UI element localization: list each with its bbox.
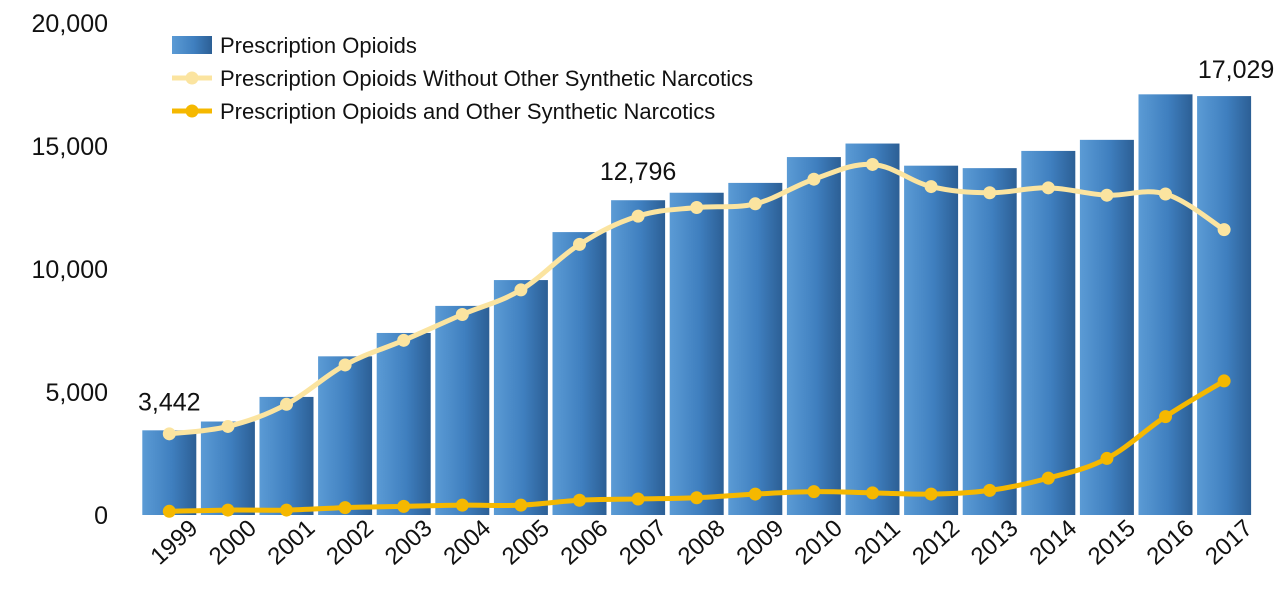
- line-point-2015: [1100, 451, 1114, 465]
- line-point-2001: [280, 503, 293, 517]
- x-tick-label: 2007: [614, 515, 672, 571]
- bar-2009: [728, 182, 783, 515]
- line-point-2015: [1100, 188, 1114, 202]
- line-point-2006: [573, 493, 586, 507]
- line-point-2010: [807, 485, 821, 499]
- bar-2010: [786, 157, 841, 515]
- line-point-1999: [162, 504, 176, 518]
- line-point-2017: [1217, 223, 1231, 237]
- data-label-2007: 12,796: [600, 158, 676, 186]
- bar-2012: [904, 165, 959, 515]
- bar-2006: [552, 232, 607, 515]
- x-tick-label: 2013: [966, 515, 1024, 571]
- x-tick-label: 2006: [556, 515, 614, 571]
- bar-2001: [259, 396, 314, 515]
- legend-swatch-marker: [185, 71, 199, 85]
- bar-2008: [669, 192, 724, 516]
- line-point-2005: [514, 283, 528, 297]
- line-point-2013: [983, 186, 997, 200]
- bar-2005: [493, 280, 548, 515]
- line-point-2006: [573, 237, 586, 251]
- x-tick-label: 2003: [380, 515, 438, 571]
- x-tick-label: 2005: [497, 515, 555, 571]
- bar-2016: [1138, 94, 1193, 515]
- x-tick-label: 2004: [438, 515, 496, 571]
- x-tick-label: 2011: [849, 515, 905, 570]
- data-label-2017: 17,029: [1198, 56, 1274, 84]
- line-point-2002: [338, 501, 352, 515]
- line-point-2012: [924, 180, 938, 194]
- bar-2000: [200, 421, 255, 515]
- bar-2013: [962, 168, 1017, 515]
- legend: Prescription Opioids Prescription Opioids…: [172, 33, 753, 124]
- bar-2014: [1021, 150, 1076, 516]
- data-labels: 3,442 12,796 17,029: [138, 56, 1274, 416]
- line-point-2000: [221, 419, 235, 433]
- line-point-2003: [397, 333, 411, 347]
- bar-1999: [142, 430, 197, 515]
- y-tick-label: 20,000: [32, 10, 108, 38]
- legend-swatch-marker: [185, 104, 199, 118]
- line-point-2016: [1159, 410, 1172, 424]
- line-point-2013: [983, 483, 997, 497]
- line-point-2004: [455, 498, 469, 512]
- line-point-2001: [280, 397, 293, 411]
- bar-2003: [376, 332, 431, 515]
- legend-label: Prescription Opioids: [220, 33, 417, 58]
- line-point-2008: [690, 491, 704, 505]
- bar-2002: [318, 356, 373, 515]
- line-point-2009: [748, 487, 762, 501]
- x-tick-label: 2008: [673, 515, 731, 571]
- y-axis: 0 5,000 10,000 15,000 20,000: [32, 10, 108, 530]
- line-point-2012: [924, 487, 938, 501]
- legend-label: Prescription Opioids and Other Synthetic…: [220, 99, 715, 124]
- x-axis: 1999 2000 2001 2002 2003 2004 2005 2006 2007 2008…: [145, 515, 1258, 571]
- line-point-2005: [514, 498, 528, 512]
- x-tick-label: 2014: [1024, 515, 1082, 571]
- line-point-2009: [748, 197, 762, 211]
- line-point-2016: [1159, 187, 1172, 201]
- bar-2007: [611, 200, 666, 516]
- line-point-2014: [1041, 471, 1055, 485]
- legend-label: Prescription Opioids Without Other Synth…: [220, 66, 753, 91]
- x-tick-label: 2002: [321, 515, 379, 571]
- line-point-2003: [397, 499, 411, 513]
- data-label-1999: 3,442: [138, 388, 201, 416]
- line-point-2014: [1041, 181, 1055, 195]
- x-tick-label: 1999: [145, 515, 203, 571]
- line-point-2017: [1217, 374, 1231, 388]
- x-tick-label: 2016: [1142, 515, 1200, 571]
- line-point-2000: [221, 503, 235, 517]
- x-tick-label: 2017: [1200, 515, 1258, 571]
- line-point-2010: [807, 172, 821, 186]
- line-point-2007: [631, 209, 645, 223]
- line-point-2002: [338, 358, 352, 372]
- line-series: [162, 157, 1231, 518]
- line-point-2011: [866, 157, 879, 171]
- line-point-2007: [631, 492, 645, 506]
- x-tick-label: 2009: [731, 515, 789, 571]
- y-tick-label: 10,000: [32, 256, 108, 284]
- x-tick-label: 2012: [907, 515, 965, 571]
- x-tick-label: 2015: [1083, 515, 1141, 571]
- bar-series: [142, 94, 1252, 516]
- x-tick-label: 2000: [204, 515, 262, 571]
- line-point-2004: [455, 308, 469, 322]
- bar-2017: [1197, 96, 1252, 515]
- y-tick-label: 0: [94, 502, 108, 530]
- y-tick-label: 15,000: [32, 133, 108, 161]
- line-point-2011: [866, 486, 879, 500]
- line-point-1999: [162, 427, 176, 441]
- bar-2004: [435, 305, 490, 515]
- legend-swatch-bar: [172, 36, 212, 54]
- line-point-2008: [690, 201, 704, 214]
- x-tick-label: 2001: [263, 515, 321, 571]
- x-tick-label: 2010: [790, 515, 848, 571]
- bar-2011: [845, 143, 900, 516]
- y-tick-label: 5,000: [45, 379, 108, 407]
